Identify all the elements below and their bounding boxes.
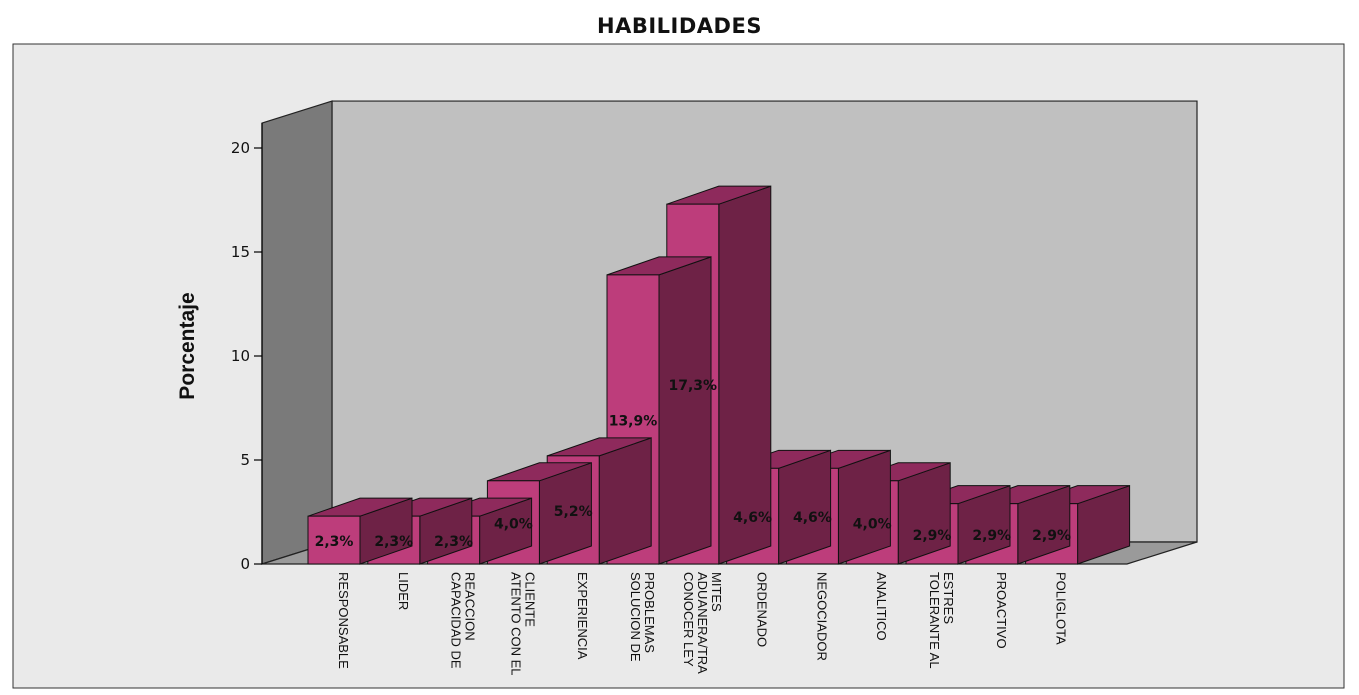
data-label: 5,2% bbox=[554, 504, 593, 520]
x-tick-label: MITES bbox=[709, 572, 724, 612]
y-tick-label: 15 bbox=[231, 243, 250, 261]
data-label: 2,9% bbox=[913, 528, 952, 544]
bar-1 bbox=[307, 497, 413, 565]
bar-side-face bbox=[718, 185, 772, 565]
bar-side-face bbox=[598, 437, 652, 565]
x-tick-label: CAPACIDAD DE bbox=[449, 572, 464, 669]
data-label: 4,0% bbox=[853, 516, 892, 532]
chart-title: HABILIDADES bbox=[597, 14, 762, 38]
bar-side-face bbox=[658, 256, 712, 565]
data-label: 2,9% bbox=[972, 528, 1011, 544]
x-tick-label: TOLERANTE AL bbox=[927, 572, 942, 669]
data-label: 4,6% bbox=[733, 510, 772, 526]
data-label: 4,0% bbox=[494, 516, 533, 532]
x-tick-label: ADUANERA/TRA bbox=[695, 572, 710, 674]
x-tick-label: LIDER bbox=[396, 572, 411, 610]
y-tick-label: 5 bbox=[240, 451, 250, 469]
data-label: 2,9% bbox=[1032, 528, 1071, 544]
x-tick-label: CONOCER LEY bbox=[681, 572, 696, 667]
x-tick-label: SOLUCION DE bbox=[628, 572, 643, 662]
y-tick-label: 10 bbox=[231, 347, 250, 365]
y-axis-title: Porcentaje bbox=[176, 292, 199, 399]
data-label: 2,3% bbox=[434, 534, 473, 550]
bar-side-face bbox=[837, 449, 891, 565]
x-tick-label: EXPERIENCIA bbox=[575, 572, 590, 660]
x-tick-label: ANALITICO bbox=[874, 572, 889, 641]
x-tick-label: POLIGLOTA bbox=[1054, 572, 1069, 645]
data-label: 2,3% bbox=[374, 534, 413, 550]
x-tick-label: NEGOCIADOR bbox=[814, 572, 829, 661]
data-label: 2,3% bbox=[315, 534, 354, 550]
x-tick-label: CLIENTE bbox=[522, 572, 537, 627]
bar-front-face bbox=[307, 515, 361, 565]
x-tick-label: PROBLEMAS bbox=[642, 572, 657, 653]
x-tick-label: ORDENADO bbox=[755, 572, 770, 647]
x-tick-label: ESTRES bbox=[941, 572, 956, 624]
plot-left-wall bbox=[261, 100, 333, 565]
x-tick-label: ATENTO CON EL bbox=[508, 572, 523, 676]
x-tick-label: PROACTIVO bbox=[994, 572, 1009, 649]
data-label: 13,9% bbox=[609, 413, 658, 429]
data-label: 4,6% bbox=[793, 510, 832, 526]
bar-side-face bbox=[778, 449, 832, 565]
x-tick-label: REACCION bbox=[463, 572, 478, 641]
y-tick-label: 20 bbox=[231, 139, 250, 157]
data-label: 17,3% bbox=[669, 378, 718, 394]
y-tick-label: 0 bbox=[240, 555, 250, 573]
x-tick-label: RESPONSABLE bbox=[336, 572, 351, 669]
